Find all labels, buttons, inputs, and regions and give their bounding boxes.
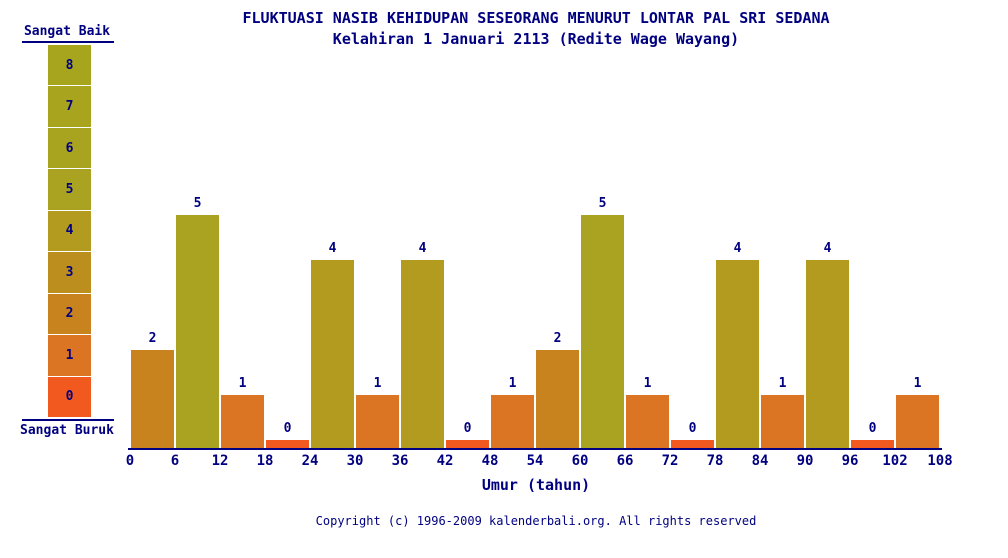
legend-cell-value: 6 [65,140,74,156]
bar-value-label: 4 [733,241,742,256]
legend-cell-1: 1 [48,335,91,377]
bar-value-label: 0 [868,421,877,436]
x-tick-label-96: 96 [841,453,859,469]
x-tick-label-66: 66 [616,453,634,469]
legend-cell-4: 4 [48,210,91,253]
bar-value-label: 1 [643,376,652,391]
x-tick-label-84: 84 [751,453,769,469]
x-tick-label-108: 108 [927,453,953,469]
value-scale-legend: Sangat Baik 8 7 6 5 4 3 2 1 0 Sangat Buruk [0,0,126,450]
legend-cell-0: 0 [48,376,91,417]
bar-age-72-78 [671,440,714,449]
x-tick-label-18: 18 [256,453,274,469]
legend-cell-5: 5 [48,169,91,211]
bar-age-18-24 [266,440,309,449]
x-tick-label-0: 0 [125,453,135,469]
x-tick-label-78: 78 [706,453,724,469]
legend-cell-2: 2 [48,293,91,336]
bar-age-0-6 [131,350,174,449]
bar-value-label: 4 [823,241,832,256]
x-tick-label-42: 42 [436,453,454,469]
bar-age-36-42 [401,260,444,449]
legend-cell-value: 5 [65,182,74,198]
plot-area: 2 5 1 0 4 1 4 0 1 2 5 1 0 4 1 4 0 1 [130,0,942,449]
bar-age-84-90 [761,395,804,449]
bar-age-48-54 [491,395,534,449]
bar-age-66-72 [626,395,669,449]
x-tick-label-48: 48 [481,453,499,469]
legend-top-label: Sangat Baik [23,24,111,39]
bar-value-label: 5 [193,196,202,211]
bar-age-54-60 [536,350,579,449]
bar-value-label: 2 [148,331,157,346]
legend-cell-value: 0 [65,389,74,405]
legend-scale-column: 8 7 6 5 4 3 2 1 0 [48,45,91,417]
bar-value-label: 1 [508,376,517,391]
bar-value-label: 4 [418,241,427,256]
bar-value-label: 1 [238,376,247,391]
bar-value-label: 1 [778,376,787,391]
bar-age-42-48 [446,440,489,449]
x-tick-label-102: 102 [882,453,908,469]
legend-cell-3: 3 [48,252,91,294]
bar-value-label: 0 [283,421,292,436]
x-tick-label-12: 12 [211,453,229,469]
legend-cell-value: 3 [65,264,74,280]
bar-age-96-102 [851,440,894,449]
x-tick-label-60: 60 [571,453,589,469]
bar-value-label: 0 [463,421,472,436]
x-tick-label-36: 36 [391,453,409,469]
legend-cell-7: 7 [48,86,91,128]
bar-value-label: 4 [328,241,337,256]
bar-age-30-36 [356,395,399,449]
bar-age-90-96 [806,260,849,449]
bar-age-6-12 [176,215,219,449]
x-tick-label-54: 54 [526,453,544,469]
legend-cell-6: 6 [48,127,91,170]
bar-age-102-108 [896,395,939,449]
x-tick-label-90: 90 [796,453,814,469]
legend-cell-value: 7 [65,99,74,115]
bar-age-60-66 [581,215,624,449]
x-axis-line [128,448,942,450]
bar-age-78-84 [716,260,759,449]
x-tick-label-24: 24 [301,453,319,469]
legend-bottom-label: Sangat Buruk [20,423,114,438]
bar-age-24-30 [311,260,354,449]
bar-value-label: 1 [373,376,382,391]
page-title: FLUKTUASI NASIB KEHIDUPAN SESEORANG MENU… [242,9,830,27]
legend-cell-value: 4 [65,223,74,239]
x-axis-title: Umur (tahun) [481,476,591,494]
legend-top-rule [22,41,114,43]
legend-cell-value: 2 [65,306,74,322]
x-tick-label-72: 72 [661,453,679,469]
x-tick-label-6: 6 [170,453,180,469]
x-tick-label-30: 30 [346,453,364,469]
legend-bottom-rule [22,419,114,421]
bar-value-label: 0 [688,421,697,436]
bar-value-label: 2 [553,331,562,346]
legend-cell-8: 8 [48,45,91,87]
footer-copyright: Copyright (c) 1996-2009 kalenderbali.org… [315,514,757,528]
page-subtitle: Kelahiran 1 Januari 2113 (Redite Wage Wa… [332,30,740,48]
bar-age-12-18 [221,395,264,449]
bar-value-label: 1 [913,376,922,391]
bar-value-label: 5 [598,196,607,211]
legend-cell-value: 1 [65,347,74,363]
legend-cell-value: 8 [65,57,74,73]
